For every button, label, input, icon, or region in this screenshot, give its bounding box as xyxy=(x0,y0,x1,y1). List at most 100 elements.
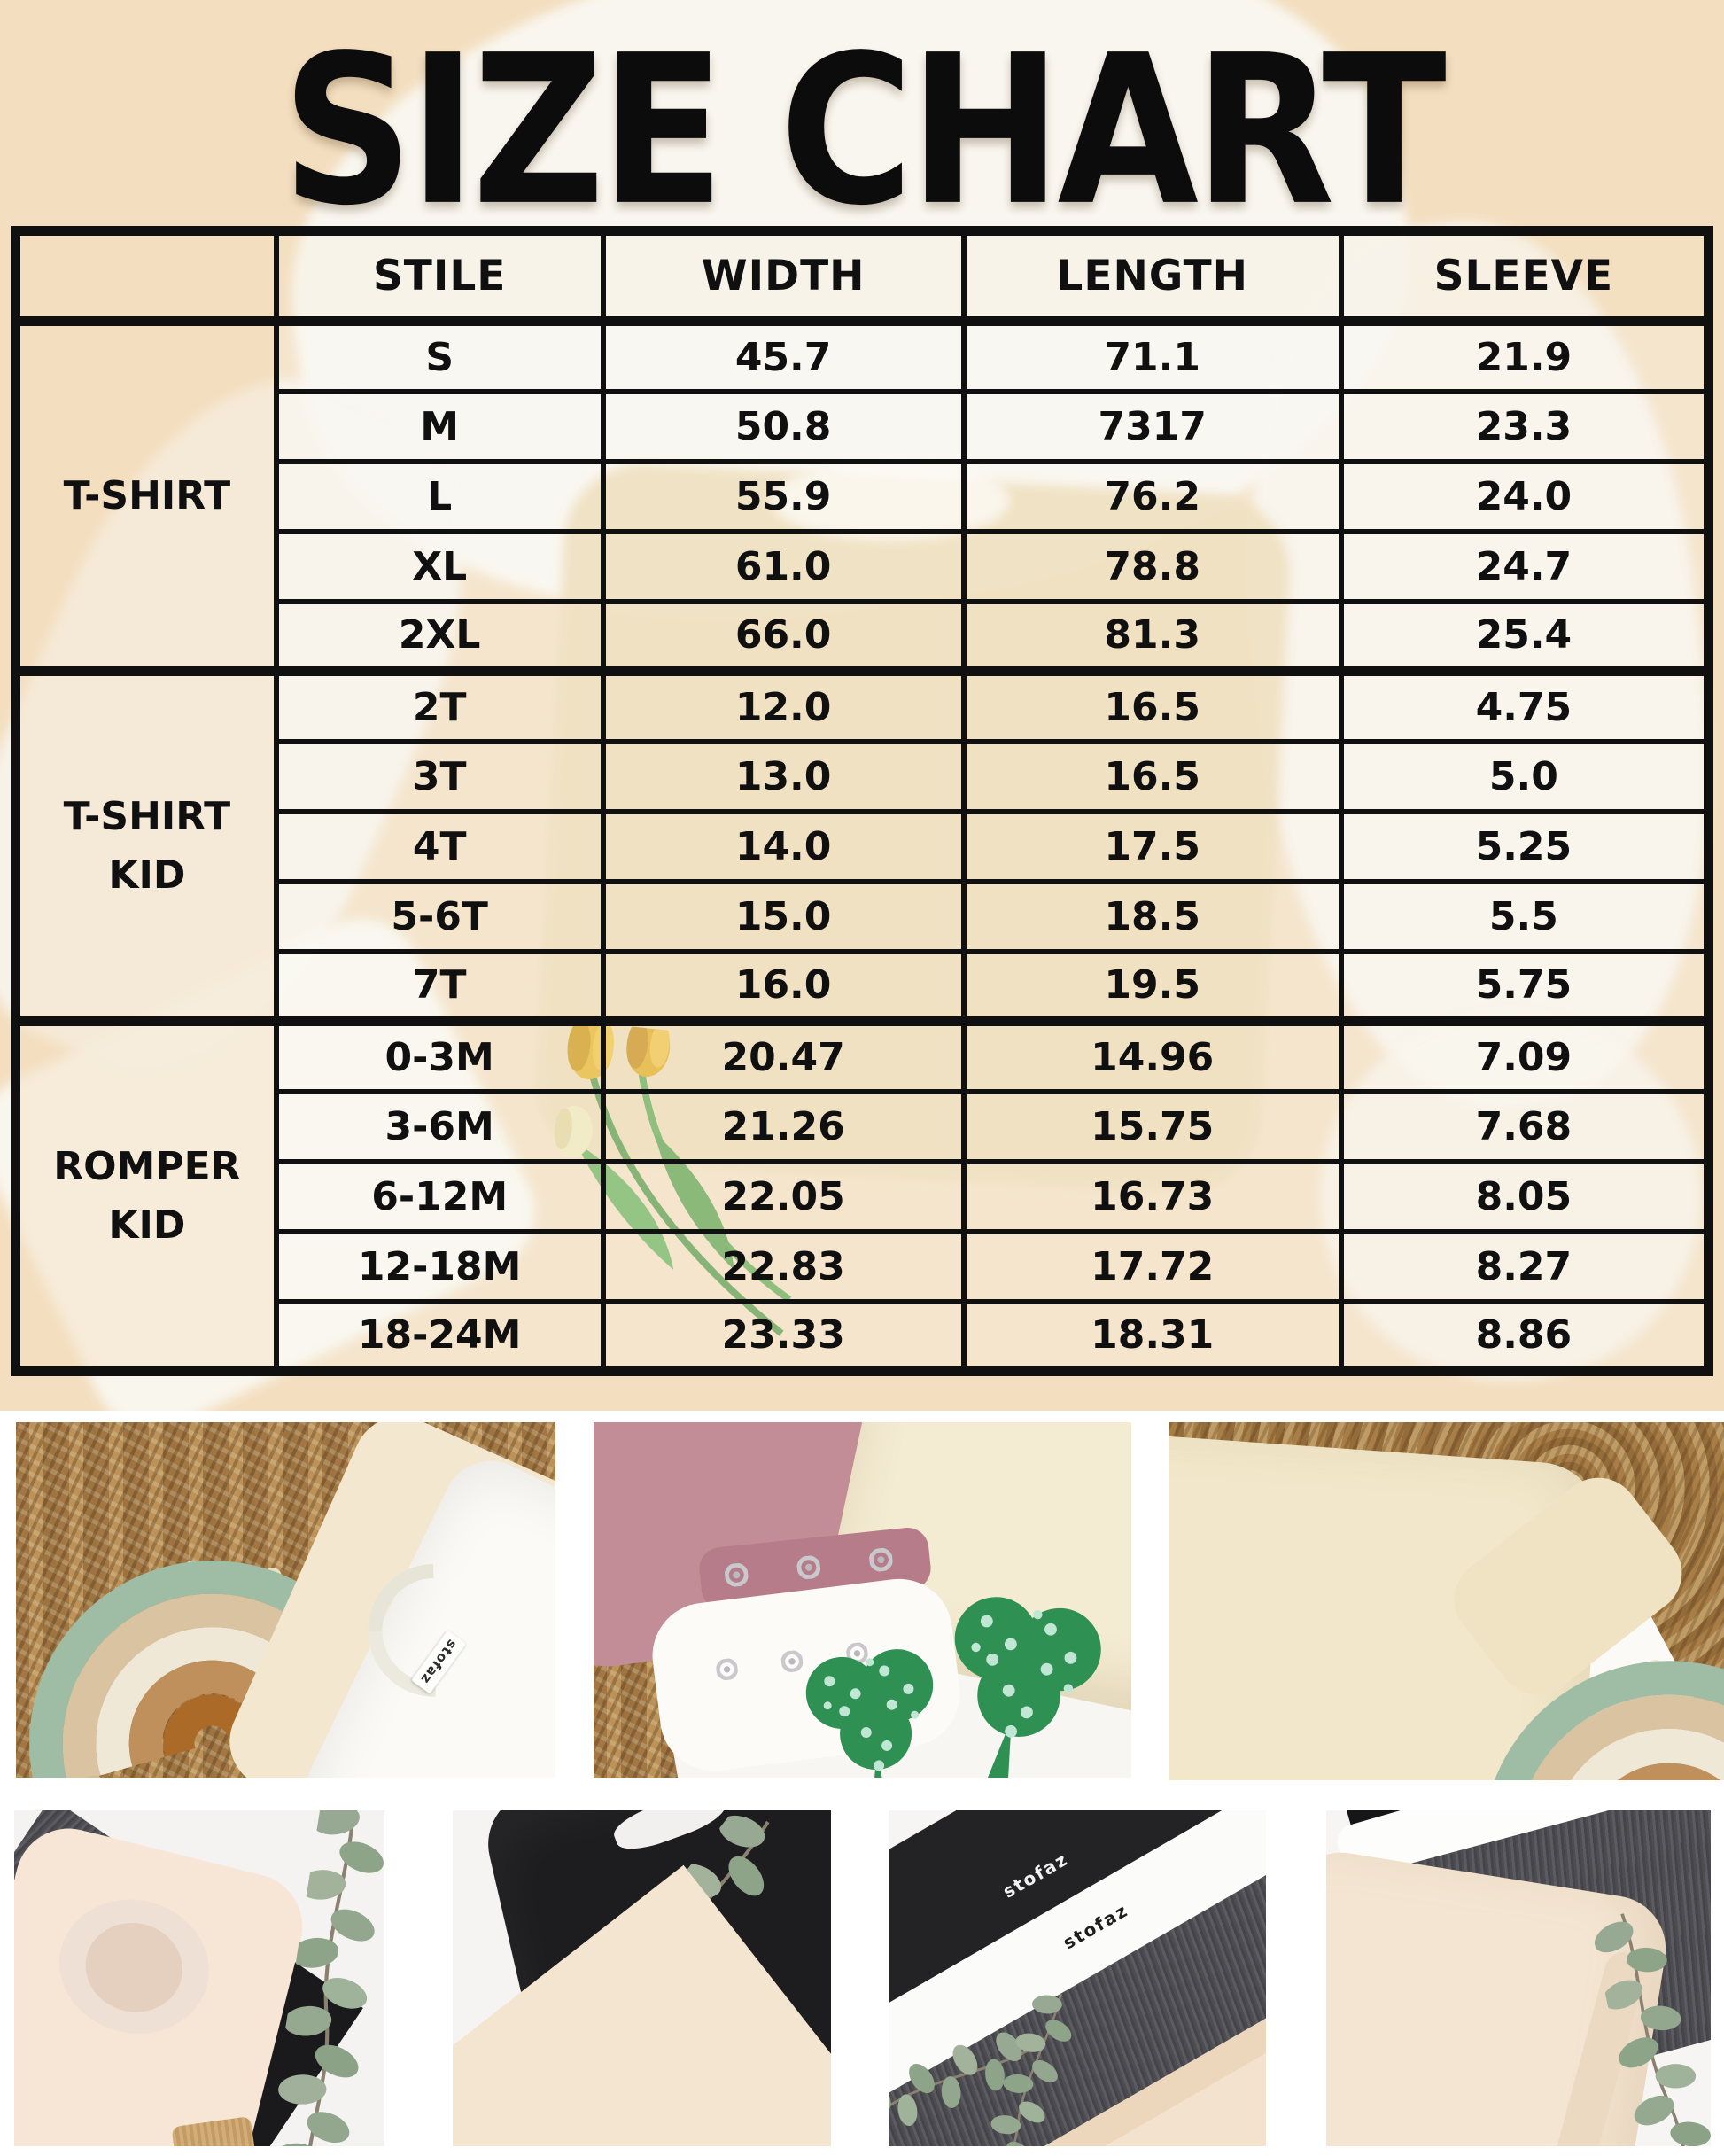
snap-button-icon xyxy=(868,1547,894,1573)
size-row-4t: 4T 14.0 17.5 5.25 xyxy=(16,808,1712,884)
value-cell-length: 16.5 xyxy=(960,738,1344,814)
value-cell-sleeve: 5.5 xyxy=(1338,878,1712,954)
value-cell-sleeve: 7.09 xyxy=(1338,1016,1712,1094)
style-cell: 18-24M xyxy=(273,1298,606,1374)
value-cell-sleeve: 8.05 xyxy=(1338,1158,1712,1234)
group-label-t-shirt: T-SHIRT xyxy=(12,316,279,674)
value-cell-width: 22.83 xyxy=(600,1228,967,1304)
style-cell: 3T xyxy=(273,738,606,814)
corner-cell xyxy=(12,228,279,326)
style-cell: 7T xyxy=(273,948,606,1024)
photo-black-top-eucalyptus xyxy=(453,1810,831,2146)
size-row-7t: 7T 16.0 19.5 5.75 xyxy=(16,948,1712,1024)
value-cell-sleeve: 24.0 xyxy=(1338,458,1712,534)
value-cell-length: 17.5 xyxy=(960,808,1344,884)
snap-button-icon xyxy=(796,1554,822,1580)
style-cell: M xyxy=(273,388,606,464)
value-cell-length: 71.1 xyxy=(960,316,1344,394)
value-cell-width: 23.33 xyxy=(600,1298,967,1374)
size-row-xl: XL 61.0 78.8 24.7 xyxy=(16,528,1712,604)
style-cell: 0-3M xyxy=(273,1016,606,1094)
size-row-5-6t: 5-6T 15.0 18.5 5.5 xyxy=(16,878,1712,954)
value-cell-sleeve: 24.7 xyxy=(1338,528,1712,604)
value-cell-length: 14.96 xyxy=(960,1016,1344,1094)
value-cell-sleeve: 25.4 xyxy=(1338,598,1712,674)
snap-button-icon xyxy=(715,1657,739,1681)
style-cell: 5-6T xyxy=(273,878,606,954)
value-cell-sleeve: 21.9 xyxy=(1338,316,1712,394)
photo-macrame-rainbow-shirts: stofaz xyxy=(16,1422,555,1778)
column-header-sleeve: SLEEVE xyxy=(1338,228,1712,326)
value-cell-width: 21.26 xyxy=(600,1088,967,1164)
style-cell: 3-6M xyxy=(273,1088,606,1164)
brand-print-black-tee: stofaz xyxy=(998,1848,1072,1903)
value-cell-sleeve: 5.75 xyxy=(1338,948,1712,1024)
size-row-l: L 55.9 76.2 24.0 xyxy=(16,458,1712,534)
photo-hoodie-stack-eucalyptus xyxy=(14,1810,384,2146)
value-cell-length: 16.5 xyxy=(960,666,1344,744)
value-cell-width: 61.0 xyxy=(600,528,967,604)
style-cell: 6-12M xyxy=(273,1158,606,1234)
value-cell-length: 16.73 xyxy=(960,1158,1344,1234)
value-cell-sleeve: 8.27 xyxy=(1338,1228,1712,1304)
group-label-romper-kid: ROMPER KID xyxy=(12,1016,279,1374)
photo-folded-tees-labels: stofaz stofaz xyxy=(889,1810,1266,2146)
style-cell: 2XL xyxy=(273,598,606,674)
value-cell-width: 45.7 xyxy=(600,316,967,394)
value-cell-length: 19.5 xyxy=(960,948,1344,1024)
style-cell: 2T xyxy=(273,666,606,744)
value-cell-width: 16.0 xyxy=(600,948,967,1024)
value-cell-width: 12.0 xyxy=(600,666,967,744)
value-cell-sleeve: 5.25 xyxy=(1338,808,1712,884)
header-row: STILE WIDTH LENGTH SLEEVE xyxy=(12,228,1712,326)
size-row-6-12m: 6-12M 22.05 16.73 8.05 xyxy=(16,1158,1712,1234)
value-cell-length: 18.31 xyxy=(960,1298,1344,1374)
page-title: SIZE CHART xyxy=(282,11,1447,252)
value-cell-width: 50.8 xyxy=(600,388,967,464)
photo-cream-tee-basket xyxy=(1169,1422,1724,1780)
brand-print-white-tee: stofaz xyxy=(1059,1899,1132,1954)
value-cell-length: 81.3 xyxy=(960,598,1344,674)
size-row-3t: 3T 13.0 16.5 5.0 xyxy=(16,738,1712,814)
value-cell-sleeve: 7.68 xyxy=(1338,1088,1712,1164)
size-row-m: M 50.8 7317 23.3 xyxy=(16,388,1712,464)
style-cell: 4T xyxy=(273,808,606,884)
value-cell-length: 76.2 xyxy=(960,458,1344,534)
value-cell-width: 14.0 xyxy=(600,808,967,884)
size-row-12-18m: 12-18M 22.83 17.72 8.27 xyxy=(16,1228,1712,1304)
value-cell-length: 18.5 xyxy=(960,878,1344,954)
value-cell-sleeve: 23.3 xyxy=(1338,388,1712,464)
column-header-stile: STILE xyxy=(273,228,606,326)
value-cell-sleeve: 8.86 xyxy=(1338,1298,1712,1374)
size-row-3-6m: 3-6M 21.26 15.75 7.68 xyxy=(16,1088,1712,1164)
column-header-length: LENGTH xyxy=(960,228,1344,326)
size-row-0-3m: ROMPER KID 0-3M 20.47 14.96 7.09 xyxy=(12,1016,1712,1374)
style-cell: 12-18M xyxy=(273,1228,606,1304)
value-cell-sleeve: 4.75 xyxy=(1338,666,1712,744)
style-cell: XL xyxy=(273,528,606,604)
size-row-2xl: 2XL 66.0 81.3 25.4 xyxy=(16,598,1712,674)
value-cell-width: 55.9 xyxy=(600,458,967,534)
value-cell-length: 15.75 xyxy=(960,1088,1344,1164)
photo-cream-sleeve-closeup xyxy=(1326,1810,1711,2146)
value-cell-sleeve: 5.0 xyxy=(1338,738,1712,814)
size-chart-table: STILE WIDTH LENGTH SLEEVE T-SHIRT S 45.7 71.1 21… xyxy=(11,226,1713,1376)
value-cell-width: 22.05 xyxy=(600,1158,967,1234)
style-cell: L xyxy=(273,458,606,534)
value-cell-length: 78.8 xyxy=(960,528,1344,604)
value-cell-width: 13.0 xyxy=(600,738,967,814)
snap-button-icon xyxy=(724,1562,749,1588)
value-cell-length: 7317 xyxy=(960,388,1344,464)
size-row-18-24m: 18-24M 23.33 18.31 8.86 xyxy=(16,1298,1712,1374)
value-cell-width: 20.47 xyxy=(600,1016,967,1094)
value-cell-length: 17.72 xyxy=(960,1228,1344,1304)
photo-rompers-shamrocks xyxy=(594,1422,1131,1778)
size-row-s: T-SHIRT S 45.7 71.1 21.9 xyxy=(12,316,1712,674)
style-cell: S xyxy=(273,316,606,394)
value-cell-width: 15.0 xyxy=(600,878,967,954)
size-chart-panel: SIZE CHART STILE WIDTH LENGTH SLEEVE T-SHIRT… xyxy=(0,0,1724,1411)
group-label-t-shirt-kid: T-SHIRT KID xyxy=(12,666,279,1024)
column-header-width: WIDTH xyxy=(600,228,967,326)
value-cell-width: 66.0 xyxy=(600,598,967,674)
shamrock-icon xyxy=(930,1590,1108,1778)
